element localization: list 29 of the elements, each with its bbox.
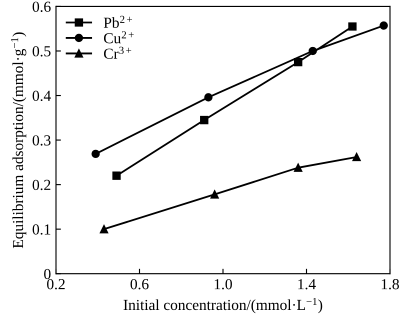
y-tick-label: 0.2 — [32, 180, 50, 190]
y-tick-label: 0.1 — [32, 224, 50, 235]
legend-label: Cu$^{2+}$ — [104, 31, 134, 44]
point — [210, 190, 219, 199]
x-tick-label: 0.6 — [130, 279, 149, 290]
point — [294, 164, 302, 172]
y-tick-label: 0.5 — [32, 46, 51, 56]
point — [200, 116, 208, 124]
y-tick-label: 0 — [44, 268, 51, 280]
x-tick-label: 1.4 — [298, 279, 316, 290]
point — [380, 21, 388, 30]
point — [204, 93, 213, 102]
x-axis-title: Initial concentration/(mmol·L$^{−1}$) — [124, 298, 322, 314]
x-tick-label: 0.2 — [47, 279, 65, 290]
point — [91, 150, 100, 158]
y-tick-label: 0.4 — [32, 90, 51, 102]
point — [100, 224, 108, 234]
point — [308, 46, 317, 56]
x-tick-label: 1.0 — [214, 279, 232, 290]
legend-label: Pb$^{2+}$ — [104, 16, 132, 28]
x-tick-label: 1.8 — [382, 279, 399, 290]
point — [294, 58, 302, 66]
legend-label: Cr$^{3+}$ — [104, 46, 132, 59]
point — [348, 22, 357, 31]
y-tick-label: 0.3 — [32, 135, 51, 146]
point — [352, 152, 361, 162]
y-axis-title: Equilibrium adsorption/(mmol·g$^{−1}$) — [11, 32, 26, 248]
y-tick-label: 0.6 — [32, 2, 51, 12]
point — [112, 172, 121, 180]
